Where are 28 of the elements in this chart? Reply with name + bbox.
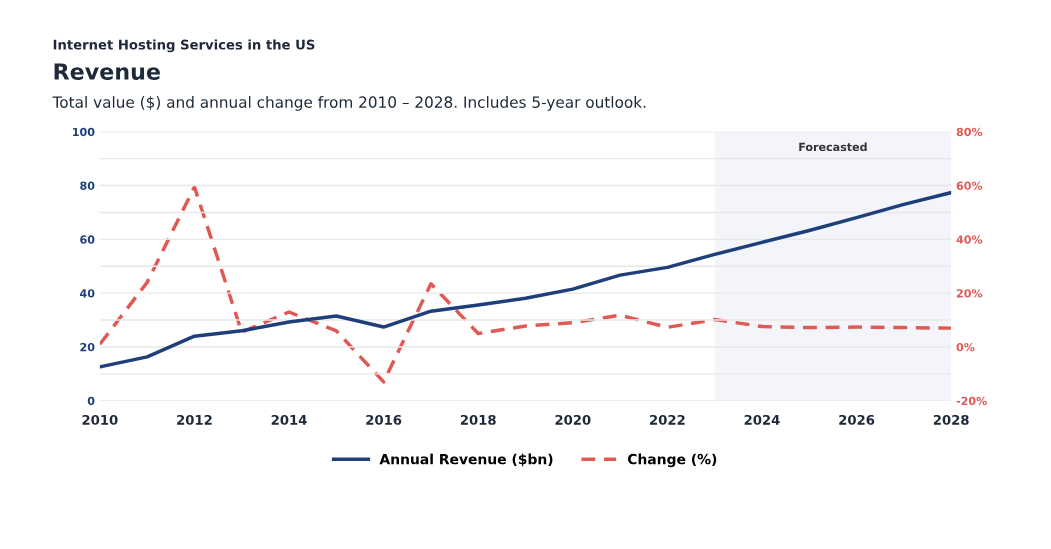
y-tick-label: 60 — [80, 235, 95, 244]
x-tick-label: 2010 — [82, 414, 118, 425]
y-tick-label: 40 — [80, 289, 95, 298]
chart-subtitle: Internet Hosting Services in the US — [53, 39, 315, 53]
x-tick-label: 2020 — [555, 414, 591, 425]
x-tick-label: 2024 — [744, 414, 780, 425]
y2-tick-label: 0% — [956, 342, 975, 352]
x-tick-label: 2014 — [271, 414, 307, 425]
y2-tick-label: 60% — [956, 181, 983, 190]
y2-tick-label: 20% — [956, 289, 983, 298]
text: Total value ($) and annual change from 2010 – 2028. Includes 5-year outlook. — [52, 96, 646, 111]
x-tick-label: 2022 — [650, 414, 685, 425]
y2-tick-label: 40% — [956, 235, 983, 244]
x-tick-label: 2018 — [460, 414, 496, 425]
legend-label: Annual Revenue ($bn) — [379, 453, 553, 467]
y2-tick-label: -20% — [956, 396, 987, 406]
band-label: Forecasted — [799, 142, 867, 152]
y-tick-label: 20 — [80, 342, 95, 352]
y-tick-label: 0 — [87, 396, 95, 406]
chart-title: Revenue — [54, 63, 160, 80]
legend-label: Change (%) — [627, 453, 717, 468]
y-tick-label: 100 — [73, 127, 95, 137]
y2-tick-label: 80% — [956, 127, 983, 137]
x-tick-label: 2016 — [366, 414, 402, 425]
x-tick-label: 2026 — [839, 414, 875, 425]
x-tick-label: 2012 — [177, 414, 212, 425]
y-tick-label: 80 — [80, 181, 95, 190]
x-tick-label: 2028 — [933, 414, 969, 425]
